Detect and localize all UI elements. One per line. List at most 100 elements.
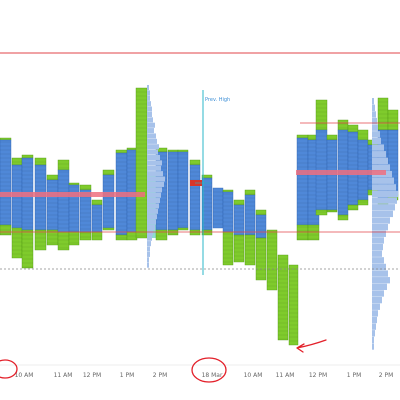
profile-bar <box>147 219 156 225</box>
profile-bar <box>372 104 375 111</box>
tpo-block-green-bottom <box>0 224 12 236</box>
tpo-block-green-bottom <box>337 214 349 221</box>
profile-bar <box>372 151 386 158</box>
tpo-block-green-top <box>326 134 338 141</box>
profile-bar <box>372 224 388 231</box>
profile-bar <box>372 270 388 277</box>
tpo-block-green-top <box>11 157 23 166</box>
poc-band-left <box>0 192 145 197</box>
profile-bar <box>147 154 160 161</box>
tpo-block-blue <box>102 174 115 229</box>
profile-column <box>347 124 359 211</box>
tpo-block-green-top <box>387 109 399 131</box>
profile-bar <box>147 85 149 91</box>
profile-bar <box>372 303 380 310</box>
tpo-block-green-top <box>68 182 80 186</box>
profile-bar <box>372 283 387 291</box>
tpo-block-green-top <box>177 149 189 153</box>
tpo-block-green-top <box>21 154 34 159</box>
tpo-block-green-top <box>347 124 359 133</box>
profile-column <box>255 209 267 281</box>
profile-bar <box>147 176 165 182</box>
profile-column <box>91 199 103 241</box>
profile-bar <box>372 263 386 271</box>
profile-column <box>266 229 278 291</box>
tpo-block-blue <box>34 164 47 231</box>
cursor-vertical-line <box>195 90 211 275</box>
profile-column <box>21 154 34 269</box>
profile-bar <box>372 98 374 105</box>
profile-bar <box>372 210 393 218</box>
profile-bar <box>147 160 162 166</box>
tpo-block-blue <box>57 169 70 233</box>
profile-bar <box>147 192 161 198</box>
tpo-block-green <box>135 87 148 239</box>
tpo-block-green-top <box>34 157 47 166</box>
profile-column <box>0 137 12 236</box>
tpo-block-green-top <box>0 137 12 141</box>
tpo-block-green-bottom <box>315 209 328 216</box>
profile-bar <box>372 230 386 237</box>
profile-bar <box>372 310 378 317</box>
hand-drawn-annotations <box>0 339 327 383</box>
tpo-block-green-bottom <box>201 229 213 236</box>
tpo-block-blue <box>0 139 12 226</box>
profile-bar <box>372 184 396 191</box>
time-label: 1 PM <box>347 372 362 379</box>
tpo-block-green-bottom <box>115 234 128 241</box>
profile-column <box>277 254 289 341</box>
tpo-block-blue <box>126 149 138 233</box>
profile-bar <box>372 330 375 337</box>
profile-column <box>288 264 299 346</box>
profile-bar <box>147 117 153 123</box>
profile-column <box>296 134 309 241</box>
profile-bar <box>372 131 380 138</box>
tpo-block-green-bottom <box>21 229 34 269</box>
profile-bar <box>372 343 374 350</box>
profile-bar <box>372 237 384 244</box>
profile-bar <box>372 177 394 184</box>
tpo-block-blue <box>189 164 201 231</box>
profile-bar <box>147 122 155 128</box>
time-label: 11 AM <box>276 372 295 379</box>
profile-columns <box>0 87 399 346</box>
profile-column <box>135 87 148 239</box>
time-label: 12 PM <box>309 372 327 379</box>
profile-bar <box>147 106 152 112</box>
tpo-block-green-bottom <box>177 227 189 231</box>
profile-bar <box>147 251 150 257</box>
profile-bar <box>147 262 149 268</box>
tpo-block-green-bottom <box>102 227 115 231</box>
profile-bar <box>147 171 163 177</box>
profile-column <box>11 157 23 259</box>
tpo-block-green-top <box>255 209 267 216</box>
profile-bar <box>372 190 398 198</box>
profile-bar <box>372 117 377 125</box>
tpo-block-green-top <box>115 149 128 154</box>
time-label: 12 PM <box>83 372 101 379</box>
tpo-block-blue <box>46 179 59 231</box>
tpo-block-green-top <box>357 129 369 141</box>
tpo-block-green-bottom <box>326 209 338 213</box>
profile-bar <box>372 336 374 344</box>
ink-circle-left <box>0 359 18 379</box>
time-label: 1 PM <box>120 372 135 379</box>
profile-column <box>57 159 70 251</box>
profile-bar <box>147 111 152 117</box>
profile-bar <box>372 111 376 118</box>
profile-bar <box>372 316 377 324</box>
tpo-block-green-top <box>244 189 256 196</box>
profile-bar <box>372 217 390 224</box>
tpo-block-green-bottom <box>357 199 369 206</box>
tpo-block-green-top <box>167 149 179 153</box>
profile-bar <box>372 257 384 264</box>
ink-circle-date <box>191 357 227 383</box>
profile-bar <box>147 149 158 155</box>
tpo-block-green <box>277 254 289 341</box>
profile-bar <box>147 128 154 134</box>
tpo-block-green-top <box>233 199 245 206</box>
time-label: 10 AM <box>244 372 263 379</box>
tpo-block-green-top <box>189 159 201 166</box>
profile-bar <box>372 137 381 145</box>
